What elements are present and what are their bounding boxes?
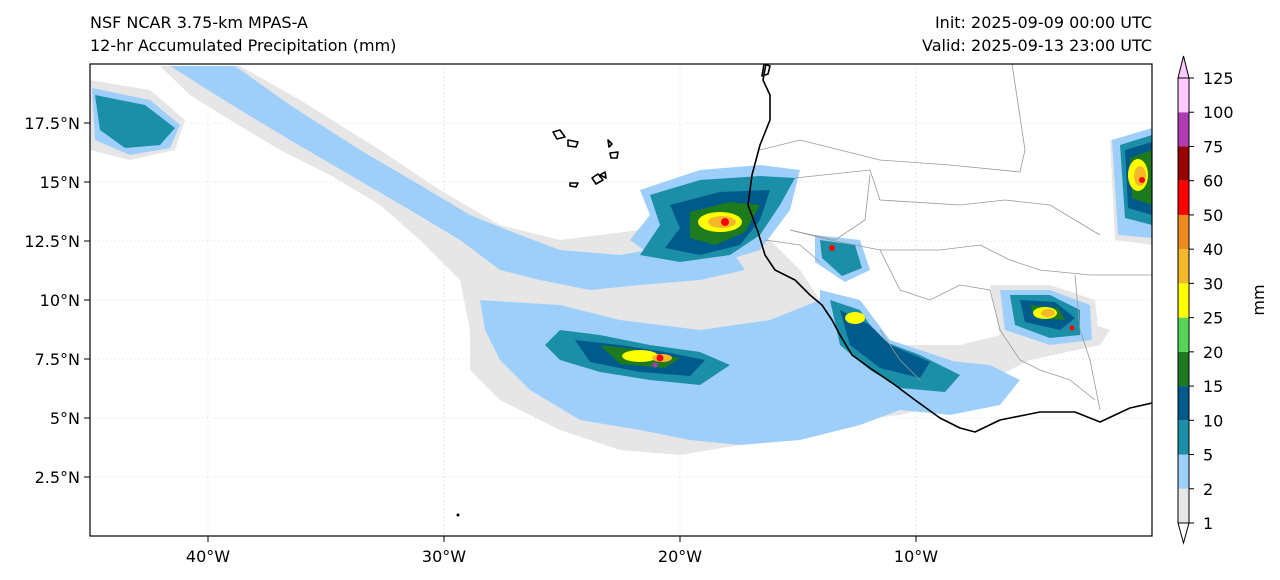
- lon-tick-label: 10°W: [894, 547, 938, 566]
- valid-time: Valid: 2025-09-13 23:00 UTC: [921, 36, 1152, 55]
- map-area: [90, 64, 1152, 536]
- colorbar-tick-label: 2: [1203, 480, 1213, 499]
- lat-tick-label: 5°N: [50, 409, 80, 428]
- colorbar-segment: [1178, 112, 1189, 147]
- colorbar-tick-label: 125: [1203, 69, 1234, 88]
- colorbar-tick-label: 20: [1203, 343, 1223, 362]
- colorbar-segment: [1178, 386, 1189, 421]
- colorbar-tick-label: 50: [1203, 206, 1223, 225]
- lat-tick-label: 10°N: [40, 291, 80, 310]
- colorbar-under-extension: [1177, 522, 1190, 545]
- colorbar-segment: [1178, 420, 1189, 455]
- longitude-axis: 40°W 30°W 20°W 10°W: [186, 536, 938, 566]
- field-title: 12-hr Accumulated Precipitation (mm): [90, 36, 397, 55]
- colorbar-segment: [1178, 283, 1189, 318]
- colorbar-segment: [1178, 146, 1189, 181]
- colorbar-tick-label: 60: [1203, 172, 1223, 191]
- colorbar-tick-label: 25: [1203, 309, 1223, 328]
- lat-tick-label: 2.5°N: [35, 468, 80, 487]
- lat-tick-label: 7.5°N: [35, 350, 80, 369]
- island-dot: [456, 513, 460, 517]
- colorbar-segment: [1178, 78, 1189, 113]
- lon-tick-label: 30°W: [422, 547, 466, 566]
- colorbar-segment: [1178, 214, 1189, 250]
- precipitation-field: [90, 66, 1152, 455]
- colorbar-tick-label: 1: [1203, 514, 1213, 533]
- init-time: Init: 2025-09-09 00:00 UTC: [934, 13, 1152, 32]
- colorbar-tick-label: 100: [1203, 103, 1234, 122]
- colorbar-segment: [1178, 249, 1189, 284]
- colorbar-tick-label: 5: [1203, 446, 1213, 465]
- latitude-axis: 2.5°N 5°N 7.5°N 10°N 12.5°N 15°N 17.5°N: [24, 114, 90, 487]
- lon-tick-label: 40°W: [186, 547, 230, 566]
- colorbar-tick-label: 15: [1203, 377, 1223, 396]
- colorbar-unit: mm: [1249, 284, 1268, 315]
- coastline: [552, 64, 1152, 433]
- lat-tick-label: 12.5°N: [24, 232, 80, 251]
- colorbar-segment: [1178, 351, 1189, 387]
- colorbar-segment: [1178, 180, 1189, 215]
- lat-tick-label: 15°N: [40, 173, 80, 192]
- colorbar-tick-label: 10: [1203, 411, 1223, 430]
- precip-layer-15mm: [600, 150, 1152, 368]
- colorbar-segment: [1178, 488, 1189, 523]
- precip-layer-50mm: [652, 177, 1145, 368]
- colorbar-tick-label: 30: [1203, 274, 1223, 293]
- colorbar-tick-label: 40: [1203, 240, 1223, 259]
- colorbar-tick-label: 75: [1203, 137, 1223, 156]
- lon-tick-label: 20°W: [658, 547, 702, 566]
- model-title: NSF NCAR 3.75-km MPAS-A: [90, 13, 308, 32]
- lat-tick-label: 17.5°N: [24, 114, 80, 133]
- colorbar-segment: [1178, 317, 1189, 352]
- colorbar-frame: [1177, 78, 1190, 523]
- colorbar-over-extension: [1177, 55, 1190, 79]
- colorbar-segment: [1178, 454, 1189, 489]
- country-borders: [759, 64, 1152, 411]
